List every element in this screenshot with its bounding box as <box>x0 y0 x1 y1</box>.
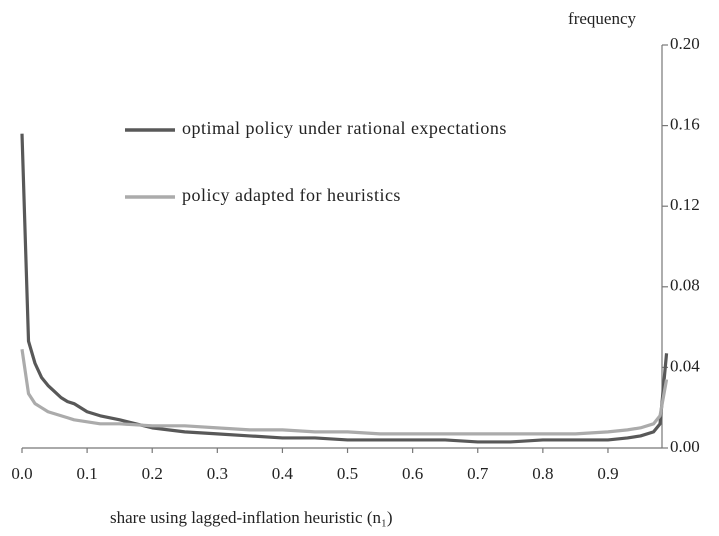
x-tick-label: 0.0 <box>11 464 32 483</box>
y-tick-label: 0.08 <box>670 276 700 295</box>
x-tick-label: 0.5 <box>337 464 358 483</box>
x-axis-title: share using lagged-inflation heuristic (… <box>110 508 393 527</box>
y-tick-label: 0.20 <box>670 34 700 53</box>
legend-label: optimal policy under rational expectatio… <box>182 118 507 138</box>
x-tick-label: 0.7 <box>467 464 489 483</box>
x-tick-label: 0.1 <box>76 464 97 483</box>
x-tick-label: 0.2 <box>142 464 163 483</box>
x-tick-label: 0.3 <box>207 464 228 483</box>
x-tick-label: 0.9 <box>597 464 618 483</box>
series-line <box>20 133 669 444</box>
y-tick-label: 0.12 <box>670 195 700 214</box>
y-tick-label: 0.04 <box>670 356 700 375</box>
x-tick-label: 0.6 <box>402 464 423 483</box>
series-line <box>20 349 669 436</box>
x-tick-label: 0.4 <box>272 464 294 483</box>
y-tick-label: 0.16 <box>670 115 700 134</box>
y-axis-title: frequency <box>568 9 636 28</box>
legend-label: policy adapted for heuristics <box>182 185 401 205</box>
x-tick-label: 0.8 <box>532 464 553 483</box>
y-tick-label: 0.00 <box>670 437 700 456</box>
